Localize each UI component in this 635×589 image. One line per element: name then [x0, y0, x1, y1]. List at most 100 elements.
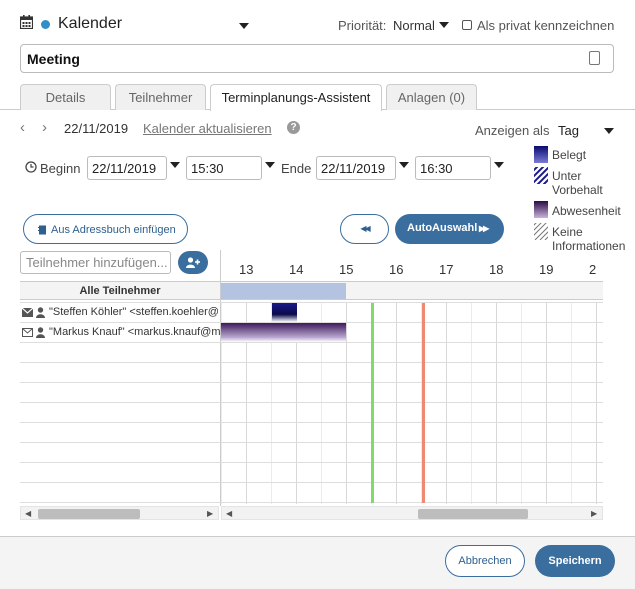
- end-time-caret-icon[interactable]: [494, 162, 504, 168]
- grid-vline: [246, 302, 247, 504]
- participants-scrollbar[interactable]: ◀ ▶: [20, 506, 219, 520]
- participant-name: "Markus Knauf" <markus.knauf@m: [49, 326, 220, 338]
- end-time-input[interactable]: 16:30: [415, 156, 491, 180]
- refresh-calendar-link[interactable]: Kalender aktualisieren: [143, 121, 272, 136]
- participant-name: "Steffen Köhler" <steffen.koehler@: [49, 306, 219, 318]
- next-day-icon[interactable]: ›: [42, 119, 47, 136]
- legend-no-info-label: Keine Informationen: [552, 225, 626, 253]
- grid-hline: [20, 462, 603, 463]
- title-input[interactable]: [20, 44, 614, 73]
- hour-label: 18: [489, 262, 504, 277]
- timeline-scrollbar[interactable]: ◀ ▶: [221, 506, 603, 520]
- title-input-value: Meeting: [27, 51, 80, 67]
- calendar-dropdown-caret-icon[interactable]: [239, 23, 249, 29]
- grid-vline: [546, 302, 547, 504]
- grid-vline: [446, 302, 447, 504]
- absent-block: [221, 323, 346, 342]
- grid-hline: [20, 482, 603, 483]
- grid-vline: [496, 302, 497, 504]
- add-user-icon: [186, 257, 200, 268]
- participant-row[interactable]: "Steffen Köhler" <steffen.koehler@: [22, 306, 220, 320]
- end-time-marker: [422, 303, 425, 503]
- grid-hline: [20, 382, 603, 383]
- mail-icon: [22, 328, 33, 337]
- participant-row[interactable]: "Markus Knauf" <markus.knauf@m: [22, 326, 220, 340]
- note-icon[interactable]: [589, 51, 600, 65]
- fast-forward-icon: ▶▶: [479, 224, 489, 233]
- scroll-left-icon[interactable]: ◀: [226, 509, 233, 518]
- grid-hline: [20, 302, 603, 303]
- grid-hline: [20, 342, 603, 343]
- show-as-caret-icon[interactable]: [604, 128, 614, 134]
- clock-icon: [25, 161, 37, 173]
- save-button[interactable]: Speichern: [535, 545, 615, 577]
- grid-hline: [20, 362, 603, 363]
- grid-hline: [20, 402, 603, 403]
- tab-details[interactable]: Details: [20, 84, 111, 110]
- grid-hline: [20, 442, 603, 443]
- previous-suggestion-button[interactable]: ◀◀: [340, 214, 389, 244]
- timeline-scroll-thumb[interactable]: [418, 509, 528, 519]
- legend-tentative-swatch: [534, 167, 548, 184]
- current-date: 22/11/2019: [64, 121, 129, 136]
- scroll-right-icon[interactable]: ▶: [591, 509, 598, 518]
- legend-busy-swatch: [534, 146, 548, 163]
- show-as-select[interactable]: Tag: [558, 123, 579, 138]
- footer-divider: [0, 536, 635, 537]
- hour-label: 16: [389, 262, 404, 277]
- grid-vline: [346, 302, 347, 504]
- grid-divider: [220, 250, 221, 506]
- private-checkbox[interactable]: [462, 20, 472, 30]
- legend-no-info-swatch: [534, 223, 548, 240]
- grid-vline: [421, 302, 422, 504]
- add-from-addressbook-button[interactable]: Aus Adressbuch einfügen: [23, 214, 188, 244]
- previous-day-icon[interactable]: ‹: [20, 119, 25, 136]
- auto-select-label: AutoAuswahl: [407, 222, 478, 234]
- begin-date-caret-icon[interactable]: [170, 162, 180, 168]
- tab-participants[interactable]: Teilnehmer: [115, 84, 206, 110]
- begin-time-caret-icon[interactable]: [265, 162, 275, 168]
- calendar-select[interactable]: Kalender: [58, 15, 123, 32]
- footer: [0, 537, 635, 589]
- add-from-addressbook-label: Aus Adressbuch einfügen: [51, 224, 176, 236]
- end-date-caret-icon[interactable]: [399, 162, 409, 168]
- grid-vline: [396, 302, 397, 504]
- grid-hline: [20, 422, 603, 423]
- grid-vline: [296, 302, 297, 504]
- tab-attachments[interactable]: Anlagen (0): [386, 84, 477, 110]
- grid-hline: [20, 322, 603, 323]
- tab-scheduling-assistant[interactable]: Terminplanungs-Assistent: [210, 84, 382, 111]
- priority-label: Priorität:: [338, 18, 387, 33]
- cancel-button[interactable]: Abbrechen: [445, 545, 525, 577]
- begin-date-input[interactable]: 22/11/2019: [87, 156, 167, 180]
- legend-absent-label: Abwesenheit: [552, 204, 621, 218]
- hour-label: 19: [539, 262, 554, 277]
- calendar-color-dot: [41, 20, 50, 29]
- hour-label: 17: [439, 262, 454, 277]
- priority-dropdown-caret-icon[interactable]: [439, 22, 449, 28]
- mail-icon: [22, 308, 33, 317]
- add-participant-input[interactable]: Teilnehmer hinzufügen...: [20, 251, 171, 274]
- calendar-icon: [20, 15, 33, 29]
- scroll-right-icon[interactable]: ▶: [207, 509, 214, 518]
- show-as-label: Anzeigen als: [475, 123, 550, 138]
- end-label: Ende: [281, 161, 312, 176]
- grid-vline: [271, 302, 272, 504]
- begin-label: Beginn: [40, 161, 81, 176]
- begin-time-input[interactable]: 15:30: [186, 156, 262, 180]
- participants-scroll-thumb[interactable]: [38, 509, 140, 519]
- legend-absent-swatch: [534, 201, 548, 218]
- hour-label: 14: [289, 262, 304, 277]
- auto-select-button[interactable]: AutoAuswahl ▶▶: [395, 214, 504, 244]
- hour-label: 2: [589, 262, 597, 277]
- user-icon: [36, 307, 45, 318]
- priority-select[interactable]: Normal: [393, 18, 435, 33]
- scroll-left-icon[interactable]: ◀: [25, 509, 32, 518]
- legend-busy-label: Belegt: [552, 148, 587, 162]
- end-date-input[interactable]: 22/11/2019: [316, 156, 396, 180]
- help-icon[interactable]: ?: [287, 121, 300, 134]
- user-icon: [36, 327, 45, 338]
- grid-vline: [521, 302, 522, 504]
- all-busy-bar: [221, 283, 346, 299]
- add-participant-button[interactable]: [178, 251, 208, 274]
